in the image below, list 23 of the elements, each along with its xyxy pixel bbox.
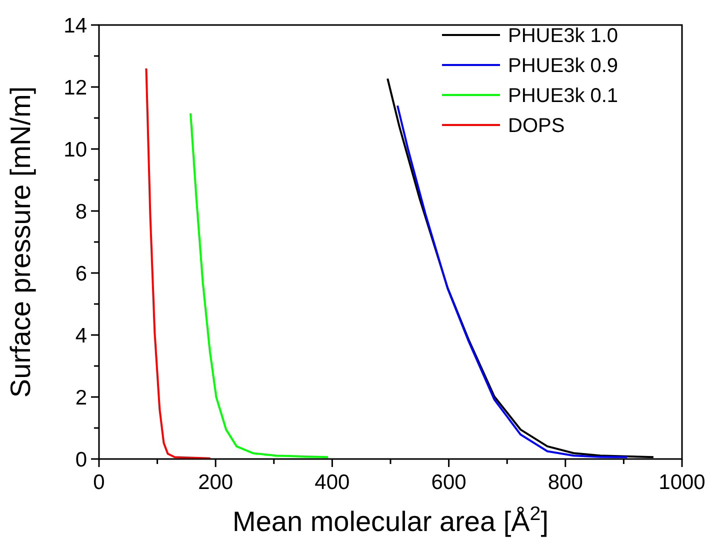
y-tick-label: 6	[75, 262, 87, 286]
y-tick-label: 2	[75, 386, 87, 410]
legend-label: PHUE3k 0.9	[508, 55, 618, 77]
y-tick-label: 4	[75, 324, 88, 348]
y-tick-label: 12	[64, 76, 87, 100]
x-tick-label: 800	[548, 471, 583, 494]
line-series	[396, 104, 628, 458]
y-tick-label: 14	[64, 14, 88, 38]
y-tick-label: 10	[64, 138, 87, 162]
line-series	[145, 67, 212, 460]
x-tick-label: 400	[314, 471, 350, 494]
x-tick-label: 0	[93, 471, 105, 494]
x-tick-label: 200	[198, 471, 234, 494]
legend-label: PHUE3k 0.1	[508, 85, 618, 107]
y-tick-label: 0	[75, 448, 87, 472]
y-axis-title: Surface pressure [mN/m]	[5, 86, 36, 398]
legend-label: PHUE3k 1.0	[508, 25, 618, 47]
x-axis-title: Mean molecular area [Å$^{2}$]	[232, 503, 548, 537]
legend-label: DOPS	[508, 115, 565, 137]
y-tick-label: 8	[75, 200, 87, 224]
x-tick-label: 1000	[658, 471, 706, 494]
x-tick-label: 600	[431, 471, 466, 494]
line-series	[190, 112, 330, 458]
